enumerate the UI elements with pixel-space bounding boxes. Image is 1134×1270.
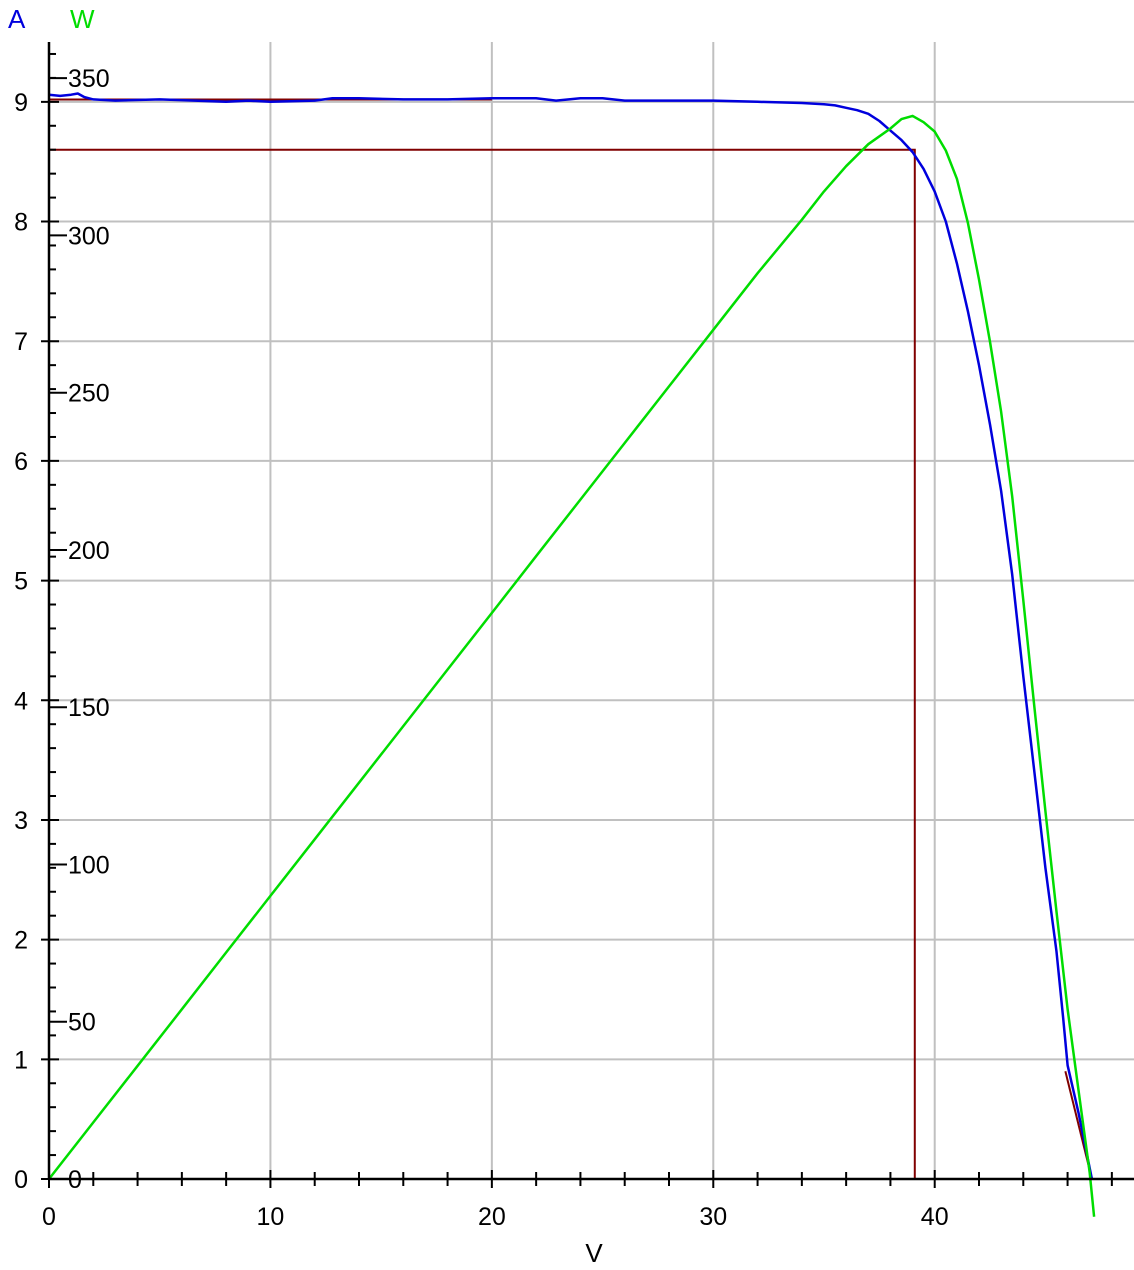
current-curve	[48, 92, 1094, 1180]
y-left-tick-label: 7	[14, 328, 28, 356]
y-right-tick-label: 100	[68, 851, 110, 879]
x-tick-label: 10	[257, 1203, 285, 1231]
y-left-tick-label: 8	[14, 209, 28, 237]
y-left-tick-label: 5	[14, 568, 28, 596]
y-right-tick-label: 0	[68, 1166, 82, 1194]
y-left-tick-label: 1	[14, 1046, 28, 1074]
series-lines	[48, 92, 1096, 1217]
y-right-tick-label: 250	[68, 380, 110, 408]
y-left-axis-title: A	[8, 4, 26, 34]
x-tick-label: 30	[699, 1203, 727, 1231]
mpp-line	[49, 148, 916, 1179]
x-tick-label: 40	[921, 1203, 949, 1231]
y-left-tick-label: 9	[14, 89, 28, 117]
y-right-tick-label: 50	[68, 1009, 96, 1037]
x-tick-label: 20	[478, 1203, 506, 1231]
power-curve	[48, 114, 1096, 1217]
x-tick-label: 0	[42, 1203, 56, 1231]
y-left-tick-label: 2	[14, 927, 28, 955]
axes	[41, 42, 1134, 1188]
y-left-tick-label: 4	[14, 687, 28, 715]
y-right-tick-label: 300	[68, 222, 110, 250]
y-left-tick-label: 6	[14, 448, 28, 476]
tick-labels: 0 10 20 30 40 0 1 2 3 4 5 6 7 8 9 0 50 100 150 200 250 300 350	[14, 65, 949, 1231]
y-right-tick-label: 200	[68, 537, 110, 565]
x-axis-title: V	[585, 1238, 603, 1268]
y-left-tick-label: 0	[14, 1166, 28, 1194]
grid-lines	[49, 42, 1134, 1179]
y-right-tick-label: 150	[68, 694, 110, 722]
y-right-tick-label: 350	[68, 65, 110, 93]
y-right-axis-title: W	[70, 4, 95, 34]
y-left-tick-label: 3	[14, 807, 28, 835]
